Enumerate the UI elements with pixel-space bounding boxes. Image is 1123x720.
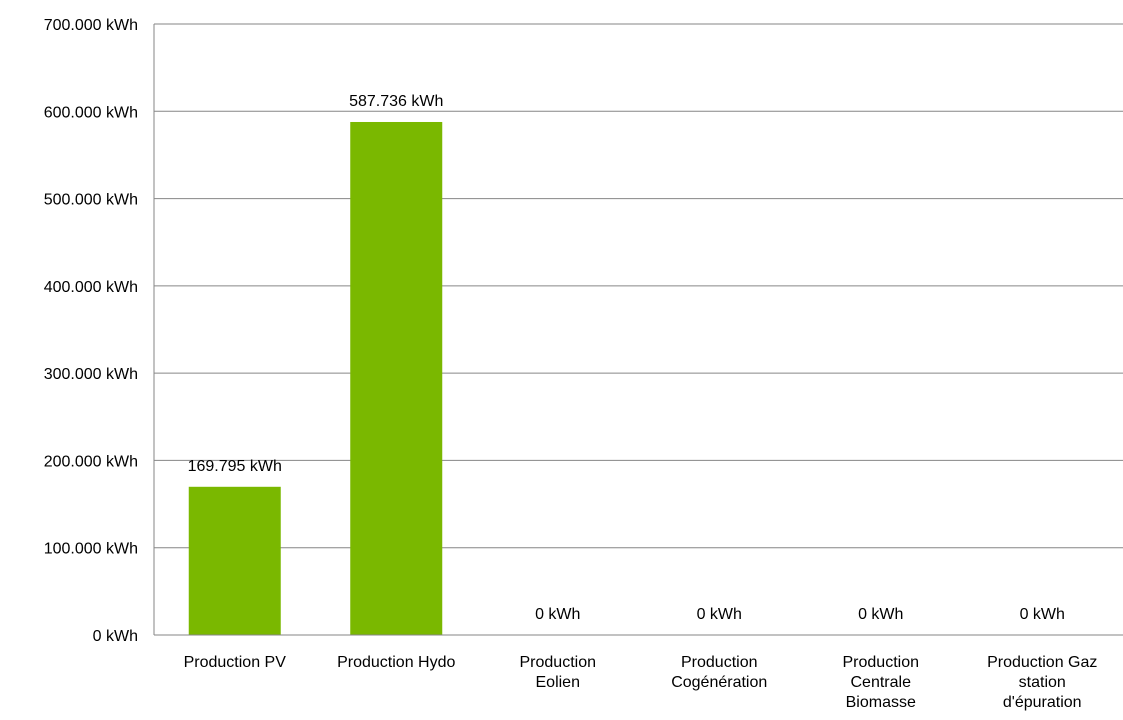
- x-category-label-line: Production Gaz: [987, 654, 1097, 671]
- y-tick-label: 400.000 kWh: [44, 279, 138, 296]
- data-label: 0 kWh: [535, 606, 580, 623]
- x-category-label: Production Cogénération: [671, 654, 767, 691]
- y-tick-label: 300.000 kWh: [44, 366, 138, 383]
- axes: [153, 24, 1123, 636]
- x-category-label-line: station: [1019, 674, 1066, 691]
- bar: [350, 121, 443, 636]
- x-category-label-line: Centrale: [851, 674, 912, 691]
- y-tick-label: 100.000 kWh: [44, 541, 138, 558]
- x-category-label-line: Production: [520, 654, 597, 671]
- data-labels: 169.795 kWh 587.736 kWh 0 kWh 0 kWh 0 kWh 0 k…: [188, 93, 1065, 623]
- x-axis-category-labels: Production PV Production Hydo Production Eo…: [184, 654, 1098, 711]
- x-category-label: Production Centrale Biomasse: [843, 654, 920, 711]
- x-category-label: Production Hydo: [337, 654, 455, 671]
- data-label: 587.736 kWh: [349, 93, 443, 110]
- y-tick-label: 0 kWh: [93, 628, 138, 645]
- x-category-label-line: Production: [681, 654, 758, 671]
- data-label: 0 kWh: [697, 606, 742, 623]
- y-tick-label: 600.000 kWh: [44, 104, 138, 121]
- y-axis-tick-labels: 0 kWh 100.000 kWh 200.000 kWh 300.000 kWh 40…: [44, 17, 138, 645]
- x-category-label-line: Biomasse: [846, 694, 916, 711]
- gridlines: [154, 23, 1123, 549]
- bar: [188, 486, 281, 635]
- x-category-label: Production Eolien: [520, 654, 597, 691]
- data-label: 169.795 kWh: [188, 458, 282, 475]
- x-category-label-line: Production: [843, 654, 920, 671]
- y-tick-label: 500.000 kWh: [44, 192, 138, 209]
- x-category-label-line: Eolien: [536, 674, 580, 691]
- x-category-label-line: Production Hydo: [337, 654, 455, 671]
- x-category-label-line: d'épuration: [1003, 694, 1082, 711]
- x-category-label: Production Gaz station d'épuration: [987, 654, 1097, 711]
- x-category-label-line: Production PV: [184, 654, 287, 671]
- y-tick-label: 700.000 kWh: [44, 17, 138, 34]
- data-label: 0 kWh: [858, 606, 903, 623]
- data-label: 0 kWh: [1020, 606, 1065, 623]
- x-category-label-line: Cogénération: [671, 674, 767, 691]
- bars: [188, 121, 443, 636]
- y-tick-label: 200.000 kWh: [44, 453, 138, 470]
- x-category-label: Production PV: [184, 654, 287, 671]
